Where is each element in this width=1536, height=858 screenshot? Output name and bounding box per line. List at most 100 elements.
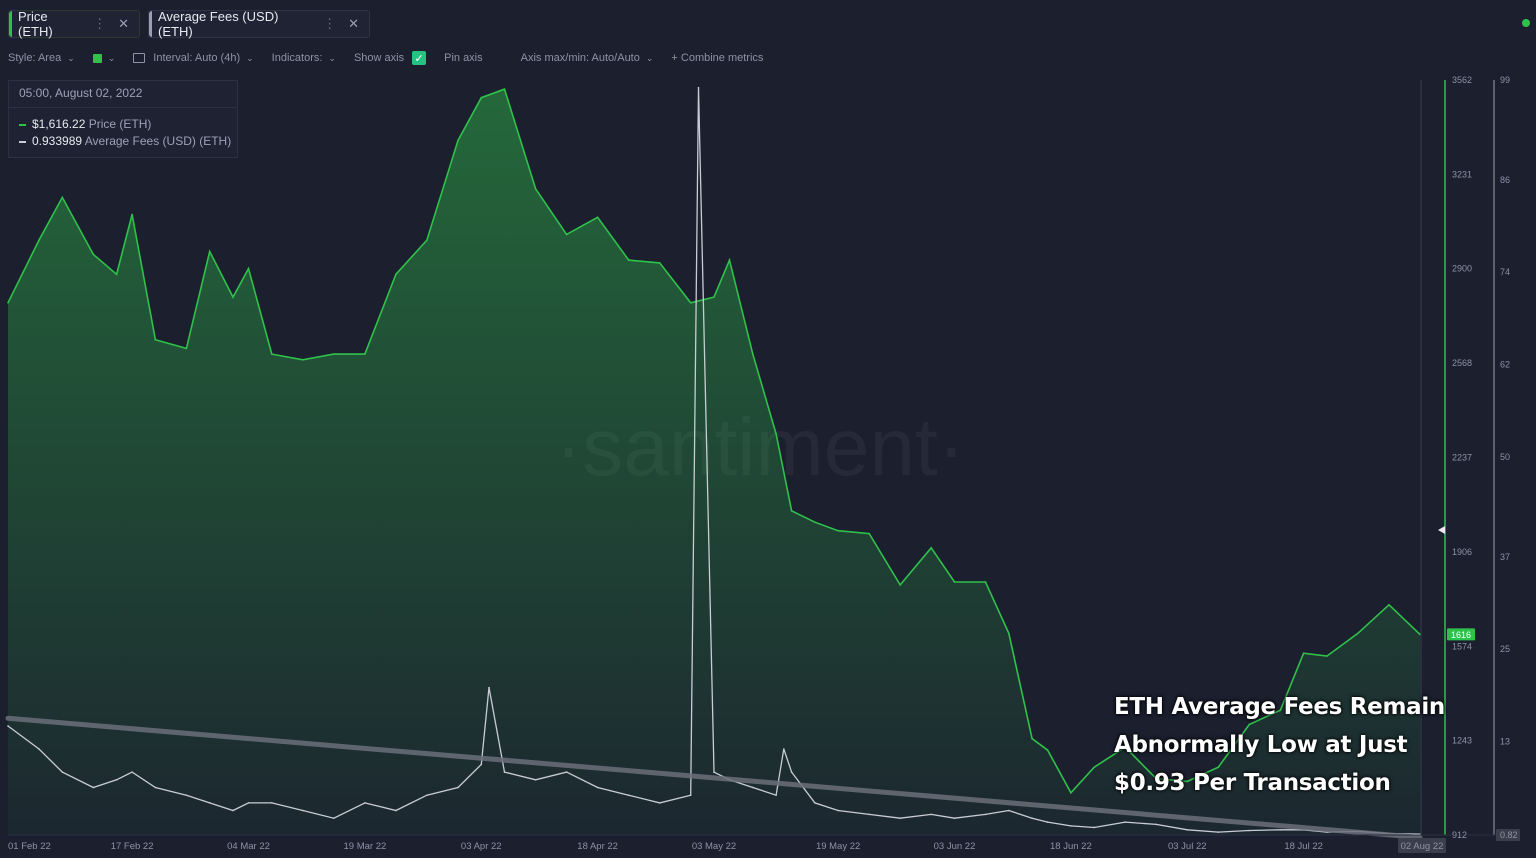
x-axis-tick: 17 Feb 22	[111, 841, 154, 852]
price-axis-tick: 1574	[1452, 641, 1472, 651]
tab-average-fees[interactable]: Average Fees (USD) (ETH) ⋮ ✕	[148, 9, 370, 39]
indicators-label: Indicators:	[271, 52, 323, 64]
fees-point	[837, 809, 839, 812]
price-point	[333, 353, 335, 355]
price-point	[1031, 737, 1033, 740]
price-point	[814, 521, 816, 523]
fees-point	[1070, 825, 1072, 827]
tab-price-menu-icon[interactable]: ⋮	[93, 16, 107, 31]
style-select[interactable]: Style: Area ⌄	[8, 52, 75, 64]
fees-point	[1031, 817, 1033, 820]
chart-toolbar: Style: Area ⌄ ⌄ Interval: Auto (4h) ⌄ Indi…	[8, 48, 781, 68]
fees-point	[930, 813, 933, 816]
show-axis-toggle[interactable]: Show axis ✓	[353, 51, 427, 65]
fees-point	[232, 809, 234, 812]
fees-point	[953, 817, 956, 820]
price-current-label: 1616	[1451, 630, 1471, 640]
fees-point	[7, 725, 9, 727]
axis-maxmin-select[interactable]: Axis max/min: Auto/Auto ⌄	[521, 52, 654, 64]
legend-divider	[9, 107, 237, 108]
color-select[interactable]: ⌄	[92, 52, 116, 64]
price-point	[565, 233, 568, 236]
fees-point	[596, 786, 599, 789]
x-axis-tick: 03 Jul 22	[1168, 841, 1207, 852]
fees-point	[38, 748, 40, 750]
price-point	[1419, 633, 1421, 636]
price-point	[930, 547, 933, 549]
price-axis-tick: 2568	[1452, 358, 1472, 368]
chevron-down-icon: ⌄	[328, 52, 336, 63]
x-axis-tick: 03 Apr 22	[461, 841, 502, 852]
tab-price[interactable]: Price (ETH) ⋮ ✕	[8, 9, 140, 39]
price-point	[232, 296, 234, 298]
price-point	[728, 259, 731, 261]
price-point	[38, 239, 40, 241]
price-axis-tick: 1243	[1452, 736, 1472, 746]
pin-axis-toggle[interactable]: Pin axis	[444, 52, 483, 64]
chevron-down-icon: ⌄	[107, 52, 116, 63]
show-axis-checkbox[interactable]: ✓	[412, 51, 427, 65]
price-point	[868, 532, 870, 535]
legend-price-swatch	[19, 123, 26, 126]
indicators-select[interactable]: Indicators: ⌄	[272, 52, 336, 64]
fees-point	[208, 802, 211, 804]
tab-fees-menu-icon[interactable]: ⋮	[323, 16, 337, 31]
chevron-down-icon: ⌄	[246, 52, 254, 63]
price-point	[1124, 746, 1126, 749]
fees-point	[426, 794, 428, 796]
fees-point	[92, 786, 95, 789]
fees-point	[61, 771, 64, 773]
price-axis-tick: 2237	[1452, 453, 1472, 463]
tab-fees-close-icon[interactable]: ✕	[348, 16, 359, 31]
fees-point	[480, 763, 483, 766]
combine-metrics-button[interactable]: + Combine metrics	[671, 52, 763, 64]
x-axis-tick: 01 Feb 22	[8, 841, 51, 852]
price-point	[1302, 652, 1305, 655]
fees-point	[457, 786, 459, 789]
price-point	[395, 273, 397, 276]
x-axis-tick: 03 May 22	[692, 841, 736, 852]
price-point	[154, 339, 157, 341]
interval-select[interactable]: Interval: Auto (4h) ⌄	[133, 52, 254, 64]
fees-axis-tick: 25	[1500, 644, 1510, 654]
fees-axis-tick: 62	[1500, 360, 1510, 370]
price-point	[1217, 766, 1220, 768]
fees-point	[1124, 821, 1126, 823]
chevron-down-icon: ⌄	[645, 52, 654, 63]
price-point	[1248, 723, 1251, 726]
fees-point	[713, 771, 715, 773]
price-point	[751, 353, 754, 355]
fees-point	[627, 794, 630, 796]
fees-axis-tick: 99	[1500, 75, 1510, 85]
price-point	[270, 353, 273, 355]
price-point	[596, 216, 599, 219]
x-axis-tick: 04 Mar 22	[227, 841, 270, 852]
show-axis-label: Show axis	[353, 52, 405, 64]
tab-price-label: Price (ETH)	[18, 9, 53, 39]
fees-point	[689, 794, 692, 796]
pin-axis-label: Pin axis	[444, 52, 483, 64]
price-point	[1093, 766, 1095, 768]
fees-point	[270, 802, 273, 804]
legend-fees-value: 0.933989	[32, 134, 83, 148]
price-point	[92, 253, 95, 256]
fees-point	[790, 771, 793, 773]
price-point	[115, 273, 118, 276]
price-point	[953, 581, 956, 583]
fees-axis-tick: 37	[1500, 552, 1510, 562]
legend-date: 05:00, August 02, 2022	[19, 86, 143, 100]
fees-point	[899, 817, 901, 820]
x-axis-tick: 18 Jul 22	[1284, 841, 1323, 852]
price-point	[457, 139, 459, 142]
tab-price-close-icon[interactable]: ✕	[118, 16, 129, 31]
fees-point	[1046, 821, 1049, 823]
price-axis-tick: 912	[1452, 830, 1467, 840]
chevron-down-icon: ⌄	[67, 52, 75, 63]
status-dot	[1522, 19, 1530, 27]
fees-point	[302, 809, 304, 812]
fees-axis-tick: 50	[1500, 452, 1510, 462]
price-point	[689, 301, 692, 304]
price-line	[7, 88, 1421, 795]
price-point	[534, 188, 537, 190]
